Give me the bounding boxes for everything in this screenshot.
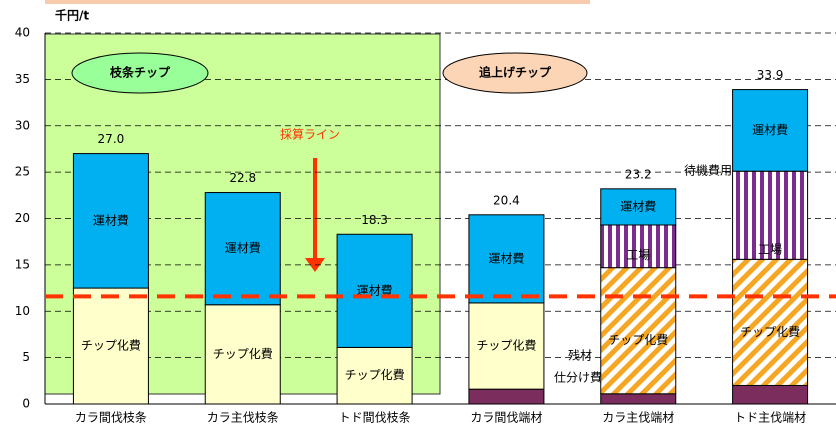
x-tick-label: カラ主伐端材: [602, 411, 674, 425]
annotation: 採算ライン: [280, 127, 340, 142]
annotation: 仕分け費: [554, 370, 602, 385]
segment-label: チップ化費: [476, 338, 536, 353]
segment-label: 運材費: [488, 250, 524, 265]
y-tick-label: 0: [22, 397, 30, 411]
annotation: 追上げチップ: [479, 65, 552, 80]
total-label: 33.9: [757, 68, 784, 82]
bar-segment: [732, 170, 809, 260]
total-label: 27.0: [98, 132, 125, 146]
x-tick-label: カラ主伐枝条: [207, 410, 279, 425]
bar-segment: [468, 302, 545, 390]
badge: [71, 52, 209, 94]
y-tick-label: 40: [15, 26, 30, 40]
annotation: 残材: [568, 349, 592, 363]
bar-segment: [72, 153, 149, 289]
annotation: 工場: [758, 243, 782, 257]
annotation: 枝条チップ: [109, 65, 171, 80]
segment-label: チップ化費: [345, 367, 405, 382]
y-tick-label: 25: [15, 165, 30, 179]
total-label: 22.8: [229, 171, 256, 185]
bar-segment: [336, 346, 413, 405]
y-tick-label: 35: [15, 72, 30, 86]
bar-segment: [468, 214, 545, 304]
annotation: 待機費用: [684, 163, 732, 178]
segment-label: 運材費: [752, 122, 788, 137]
bar-segment: [600, 267, 677, 395]
segment-label: チップ化費: [81, 338, 141, 353]
y-tick-label: 10: [15, 304, 30, 318]
segment-label: チップ化費: [608, 332, 668, 347]
total-label: 23.2: [625, 167, 652, 181]
bar-segment: [600, 224, 677, 269]
total-label: 18.3: [361, 213, 388, 227]
x-tick-label: カラ間伐枝条: [75, 410, 147, 425]
segment-label: 運材費: [93, 212, 129, 227]
x-tick-label: トド主伐端材: [734, 411, 806, 425]
bar-segment: [204, 192, 281, 306]
segment-label: チップ化費: [213, 346, 273, 361]
x-tick-label: トド間伐枝条: [339, 410, 411, 425]
segment-label: 運材費: [225, 240, 261, 255]
y-unit: 千円/t: [55, 8, 89, 23]
x-tick-label: カラ間伐端材: [470, 411, 542, 425]
bar-segment: [732, 258, 809, 386]
total-label: 20.4: [493, 193, 520, 207]
badge: [442, 52, 588, 94]
bar-segment: [600, 188, 677, 226]
bar-segment: [600, 393, 677, 405]
bar-segment: [732, 89, 809, 172]
bar-segment: [468, 388, 545, 405]
y-tick-label: 5: [22, 350, 30, 364]
segment-label: 運材費: [620, 198, 656, 213]
segment-label: 運材費: [357, 282, 393, 297]
segment-label: チップ化費: [740, 324, 800, 339]
y-tick-label: 15: [15, 257, 30, 271]
y-tick-label: 30: [15, 118, 30, 132]
bar-segment: [336, 233, 413, 348]
y-tick-label: 20: [15, 211, 30, 225]
bar-segment: [732, 384, 809, 405]
top-strip: [45, 0, 590, 4]
annotation: 工場: [626, 248, 650, 262]
